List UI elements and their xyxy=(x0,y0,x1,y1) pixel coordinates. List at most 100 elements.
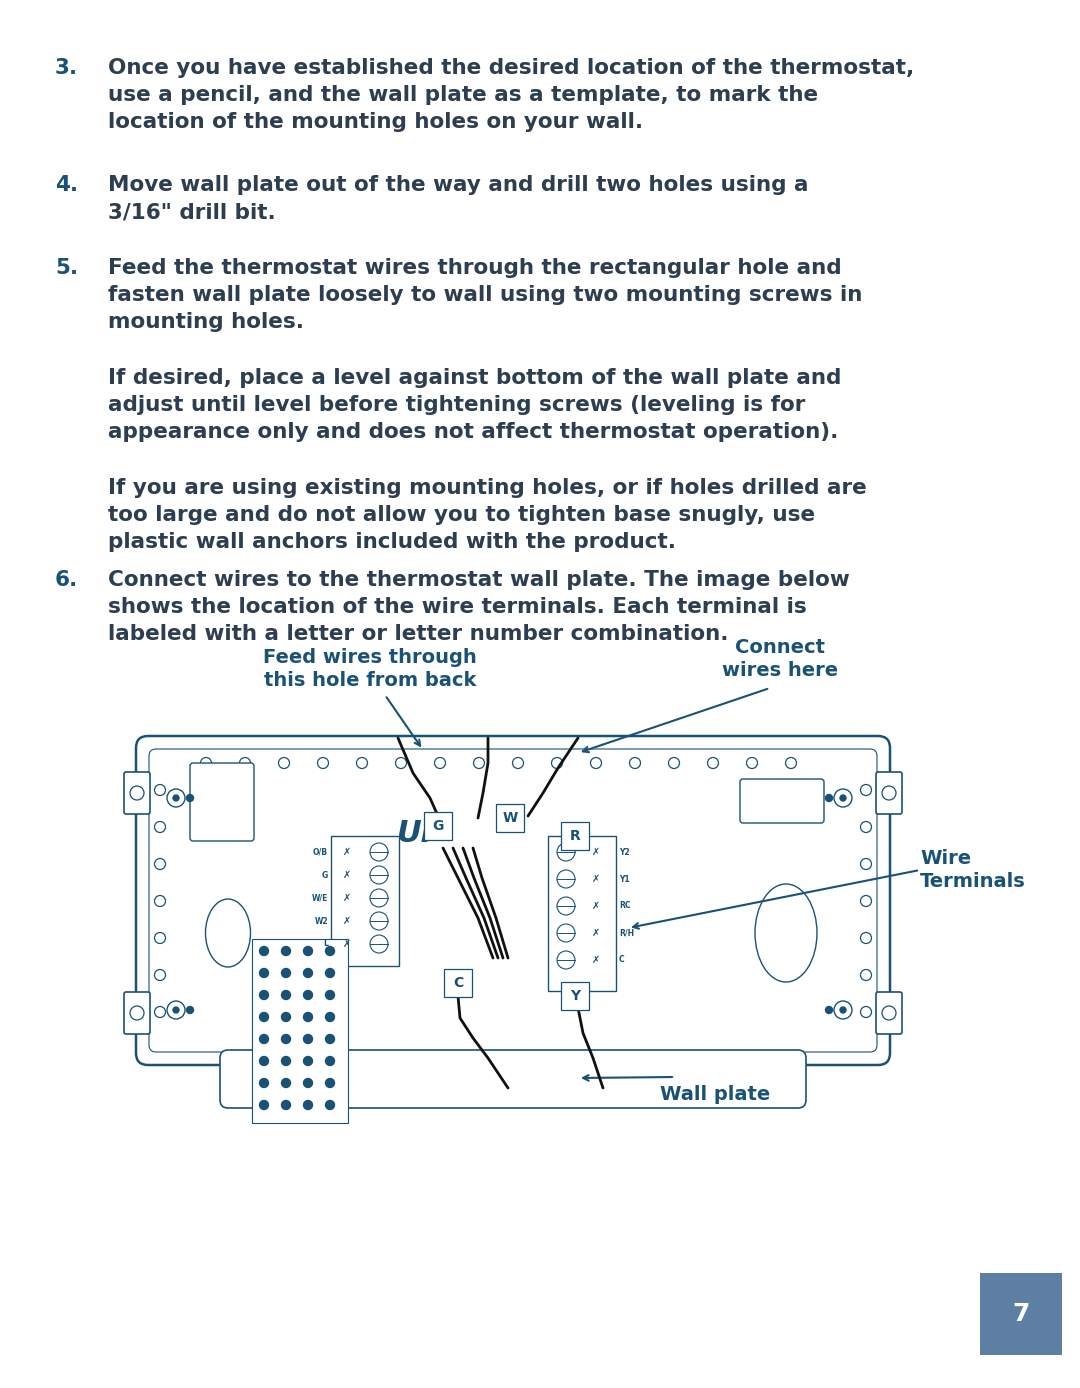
Text: ✗: ✗ xyxy=(592,929,600,938)
Text: If desired, place a level against bottom of the wall plate and
adjust until leve: If desired, place a level against bottom… xyxy=(108,368,841,443)
Text: W/E: W/E xyxy=(312,894,328,902)
Circle shape xyxy=(173,1008,179,1013)
Bar xyxy=(330,836,399,966)
FancyBboxPatch shape xyxy=(124,992,150,1034)
Circle shape xyxy=(303,1056,312,1066)
Text: R/H: R/H xyxy=(619,929,634,937)
Circle shape xyxy=(325,1034,335,1044)
Circle shape xyxy=(325,991,335,999)
Circle shape xyxy=(259,1056,269,1066)
Ellipse shape xyxy=(755,884,816,981)
Text: ✗: ✗ xyxy=(592,955,600,965)
Circle shape xyxy=(303,947,312,955)
Text: 5.: 5. xyxy=(55,258,78,278)
Text: 3.: 3. xyxy=(55,58,78,78)
FancyBboxPatch shape xyxy=(561,822,589,849)
Text: 4.: 4. xyxy=(55,175,78,194)
Circle shape xyxy=(282,1056,291,1066)
Text: Connect wires to the thermostat wall plate. The image below
shows the location o: Connect wires to the thermostat wall pla… xyxy=(108,570,850,644)
Text: G: G xyxy=(322,870,328,880)
Text: C: C xyxy=(619,955,624,965)
Circle shape xyxy=(282,1078,291,1088)
Text: W2: W2 xyxy=(314,916,328,926)
Text: UP: UP xyxy=(396,819,444,848)
Circle shape xyxy=(259,947,269,955)
FancyBboxPatch shape xyxy=(980,1273,1062,1355)
Text: Wall plate: Wall plate xyxy=(660,1085,770,1105)
Text: L: L xyxy=(323,940,328,948)
Circle shape xyxy=(325,969,335,977)
Ellipse shape xyxy=(205,899,251,967)
Text: R: R xyxy=(569,829,580,843)
Circle shape xyxy=(187,794,193,801)
Text: Connect
wires here: Connect wires here xyxy=(721,637,838,680)
Text: ✗: ✗ xyxy=(592,847,600,856)
Circle shape xyxy=(259,1012,269,1022)
FancyBboxPatch shape xyxy=(149,750,877,1052)
Circle shape xyxy=(303,1078,312,1088)
Circle shape xyxy=(840,1008,846,1013)
Circle shape xyxy=(282,1101,291,1109)
Circle shape xyxy=(325,1012,335,1022)
Text: ✗: ✗ xyxy=(343,940,351,949)
Circle shape xyxy=(303,991,312,999)
FancyBboxPatch shape xyxy=(444,969,472,997)
FancyBboxPatch shape xyxy=(220,1049,806,1108)
Circle shape xyxy=(282,1034,291,1044)
Circle shape xyxy=(325,1056,335,1066)
Text: Y2: Y2 xyxy=(619,848,630,856)
Circle shape xyxy=(259,1078,269,1088)
Circle shape xyxy=(282,1012,291,1022)
Bar xyxy=(252,940,348,1123)
FancyBboxPatch shape xyxy=(190,763,254,841)
Text: Feed the thermostat wires through the rectangular hole and
fasten wall plate loo: Feed the thermostat wires through the re… xyxy=(108,258,862,332)
Text: ✗: ✗ xyxy=(343,916,351,926)
Circle shape xyxy=(259,1034,269,1044)
Text: If you are using existing mounting holes, or if holes drilled are
too large and : If you are using existing mounting holes… xyxy=(108,477,867,552)
Circle shape xyxy=(259,991,269,999)
Circle shape xyxy=(259,969,269,977)
Text: Move wall plate out of the way and drill two holes using a
3/16" drill bit.: Move wall plate out of the way and drill… xyxy=(108,175,809,222)
Text: ✗: ✗ xyxy=(343,847,351,856)
FancyBboxPatch shape xyxy=(496,804,524,831)
Circle shape xyxy=(840,795,846,801)
Text: Once you have established the desired location of the thermostat,
use a pencil, : Once you have established the desired lo… xyxy=(108,58,915,132)
Text: ✗: ✗ xyxy=(343,892,351,904)
Text: Y: Y xyxy=(570,990,580,1004)
Text: G: G xyxy=(432,819,444,833)
Circle shape xyxy=(325,1078,335,1088)
Bar xyxy=(548,836,616,991)
FancyBboxPatch shape xyxy=(561,981,589,1010)
Text: ✗: ✗ xyxy=(592,874,600,884)
Circle shape xyxy=(187,1006,193,1013)
FancyBboxPatch shape xyxy=(740,779,824,823)
Text: RC: RC xyxy=(619,901,631,911)
FancyBboxPatch shape xyxy=(876,772,902,813)
Circle shape xyxy=(303,1034,312,1044)
Circle shape xyxy=(259,1101,269,1109)
FancyBboxPatch shape xyxy=(136,736,890,1065)
Circle shape xyxy=(303,1012,312,1022)
Circle shape xyxy=(282,947,291,955)
Text: ✗: ✗ xyxy=(592,901,600,911)
Text: C: C xyxy=(453,976,463,990)
Text: O/B: O/B xyxy=(313,848,328,856)
FancyBboxPatch shape xyxy=(876,992,902,1034)
Text: 6.: 6. xyxy=(55,570,78,590)
Text: 7: 7 xyxy=(1012,1302,1029,1326)
Circle shape xyxy=(282,969,291,977)
Circle shape xyxy=(325,947,335,955)
Text: Feed wires through
this hole from back: Feed wires through this hole from back xyxy=(264,647,477,690)
Circle shape xyxy=(825,1006,833,1013)
FancyBboxPatch shape xyxy=(424,812,453,840)
Text: ✗: ✗ xyxy=(343,870,351,880)
Text: W: W xyxy=(502,811,517,824)
Circle shape xyxy=(282,991,291,999)
Circle shape xyxy=(173,795,179,801)
FancyBboxPatch shape xyxy=(124,772,150,813)
Text: Wire
Terminals: Wire Terminals xyxy=(920,848,1026,891)
Circle shape xyxy=(825,794,833,801)
Circle shape xyxy=(325,1101,335,1109)
Text: Y1: Y1 xyxy=(619,874,630,884)
Circle shape xyxy=(303,1101,312,1109)
